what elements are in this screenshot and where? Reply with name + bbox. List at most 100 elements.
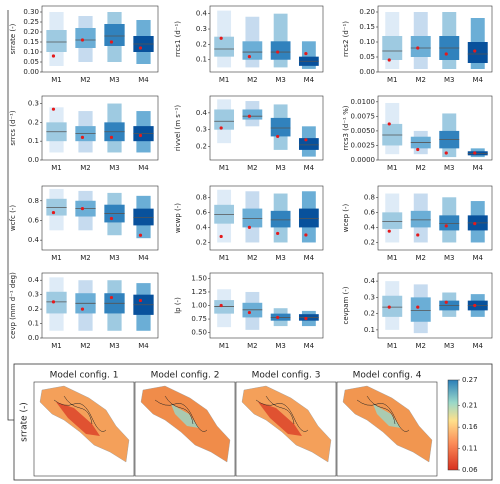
x-tick-label: M1 <box>387 76 398 84</box>
x-tick-label: M1 <box>387 342 398 350</box>
y-axis-label: srrate (-) <box>9 23 17 54</box>
reference-point <box>80 38 85 42</box>
y-tick-label: 0.10 <box>23 48 39 56</box>
box-inner <box>382 36 403 60</box>
x-tick-label: M4 <box>473 254 484 262</box>
reference-point <box>276 315 280 320</box>
box-inner <box>46 291 67 314</box>
reference-point <box>304 316 308 321</box>
box-inner <box>410 36 431 57</box>
y-tick-label: 0.75 <box>191 315 207 323</box>
x-tick-label: M2 <box>80 254 91 262</box>
y-tick-label: 0.4 <box>364 277 376 285</box>
reference-point <box>51 210 56 215</box>
plot-area <box>41 5 159 73</box>
reference-point <box>138 233 143 237</box>
reference-point <box>219 234 223 239</box>
map-y-label: srrate (-) <box>20 402 30 442</box>
y-axis-label: wcep (-) <box>342 203 350 232</box>
reference-point <box>416 147 420 152</box>
x-tick-label: M3 <box>109 164 120 172</box>
x-tick-label: M3 <box>444 164 455 172</box>
y-tick-label: 0.2 <box>196 40 207 48</box>
reference-point <box>416 46 420 50</box>
reference-point <box>109 40 114 44</box>
y-tick-label: 0.20 <box>23 28 39 36</box>
y-tick-label: 0.3 <box>196 126 207 134</box>
plot-area <box>377 272 493 339</box>
x-tick-label: M2 <box>416 254 427 262</box>
x-tick-label: M3 <box>275 164 286 172</box>
colorbar-tick-label: 0.11 <box>462 445 478 453</box>
reference-point <box>219 36 223 40</box>
x-tick-label: M4 <box>473 164 484 172</box>
y-tick-label: 0.6 <box>196 208 208 216</box>
y-tick-label: 0.00 <box>23 68 39 76</box>
y-tick-label: 0.4 <box>28 236 40 244</box>
y-tick-label: 0.0000 <box>351 156 376 164</box>
box-inner <box>410 210 431 228</box>
reference-point <box>304 138 308 142</box>
y-tick-label: 0.4 <box>196 223 208 231</box>
reference-point <box>473 49 477 53</box>
reference-point <box>387 305 391 309</box>
box-inner <box>133 208 154 226</box>
y-axis-label: rrcs2 (d⁻¹) <box>342 21 350 57</box>
y-tick-label: 0.0075 <box>351 112 376 120</box>
colorbar-tick-label: 0.16 <box>462 423 478 431</box>
reference-point <box>387 122 391 126</box>
x-tick-label: M3 <box>109 254 120 262</box>
map-title: Model config. 2 <box>151 371 220 381</box>
x-tick-label: M4 <box>304 342 315 350</box>
reference-point <box>247 55 252 59</box>
reference-point <box>138 46 143 50</box>
box-inner <box>382 295 403 317</box>
reference-point <box>219 126 223 130</box>
low-region <box>258 402 302 436</box>
y-tick-label: 1.50 <box>191 274 207 282</box>
x-tick-label: M4 <box>304 254 315 262</box>
high-region <box>373 404 401 428</box>
low-region <box>56 402 100 436</box>
x-tick-label: M1 <box>51 254 62 262</box>
reference-point <box>138 133 143 138</box>
y-axis-label: srrcs (d⁻¹) <box>9 110 17 146</box>
reference-point <box>51 300 56 304</box>
x-tick-label: M4 <box>304 164 315 172</box>
y-tick-label: 0.8 <box>196 193 207 201</box>
reference-point <box>51 54 56 58</box>
plot-area <box>209 5 324 73</box>
box-inner <box>46 30 67 52</box>
reference-point <box>473 222 477 226</box>
reference-point <box>109 135 114 140</box>
reference-point <box>304 51 308 56</box>
plot-area <box>377 5 493 73</box>
y-tick-label: 0.3 <box>28 291 39 299</box>
y-tick-label: 0.4 <box>196 10 208 18</box>
x-tick-label: M1 <box>51 164 62 172</box>
x-tick-label: M4 <box>304 76 315 84</box>
reference-point <box>473 303 477 308</box>
box-inner <box>298 138 319 150</box>
x-tick-label: M1 <box>219 254 230 262</box>
y-tick-label: 0.2 <box>196 143 207 151</box>
box-inner <box>104 24 125 46</box>
y-axis-label: cevp (mm d⁻¹ deg) <box>9 272 17 339</box>
x-tick-label: M2 <box>80 76 91 84</box>
y-tick-label: 0.8 <box>364 193 375 201</box>
reference-point <box>444 151 448 155</box>
x-tick-label: M1 <box>51 342 62 350</box>
box-inner <box>410 297 431 322</box>
colorbar-tick-label: 0.21 <box>462 402 478 410</box>
y-tick-label: 0.30 <box>23 8 39 16</box>
x-tick-label: M2 <box>80 342 91 350</box>
high-region <box>171 404 199 428</box>
colorbar-tick-label: 0.27 <box>462 376 478 384</box>
x-tick-label: M2 <box>247 164 258 172</box>
plot-area <box>41 272 159 339</box>
x-tick-label: M1 <box>219 76 230 84</box>
plot-area <box>377 185 493 251</box>
reference-point <box>444 224 448 228</box>
x-tick-label: M2 <box>247 342 258 350</box>
